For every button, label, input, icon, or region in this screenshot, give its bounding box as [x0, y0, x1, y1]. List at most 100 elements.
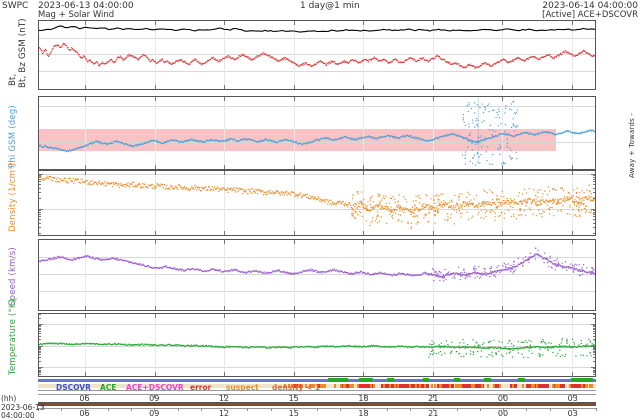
x-axis-minor-tick: [480, 408, 481, 411]
suspect-tick: [351, 384, 353, 388]
x-axis-origin-time: 04:00:00: [1, 411, 35, 420]
x-axis-minor-tick: [317, 408, 318, 411]
log-minor-tick: [593, 325, 595, 326]
x-axis-minor-tick: [503, 408, 504, 411]
legend-item-density-1: density < 1: [272, 383, 320, 392]
x-axis-minor-tick: [271, 408, 272, 411]
log-minor-tick-left: [39, 174, 43, 175]
log-minor-tick: [593, 177, 595, 178]
x-axis-label-top: 21: [428, 394, 438, 403]
suspect-tick: [569, 384, 571, 388]
log-minor-tick: [593, 212, 595, 213]
log-minor-tick: [593, 192, 595, 193]
log-minor-tick: [593, 349, 595, 350]
x-axis-unit: (hh): [1, 394, 16, 403]
log-minor-tick-left: [39, 347, 41, 348]
log-minor-tick-left: [39, 329, 41, 330]
log-minor-tick: [593, 347, 595, 348]
x-axis-band: [38, 402, 596, 406]
log-minor-tick-left: [39, 181, 41, 182]
suspect-tick: [512, 384, 514, 388]
x-axis-minor-tick: [364, 408, 365, 411]
x-axis-minor-tick: [224, 408, 225, 411]
log-minor-tick-left: [39, 325, 41, 326]
log-minor-tick-left: [39, 368, 41, 369]
suspect-tick: [383, 384, 385, 388]
series-scatter: [39, 338, 595, 358]
panel-phi-angle: 31513510: [38, 96, 596, 170]
log-minor-tick-left: [39, 336, 41, 337]
series-canvas: [39, 314, 595, 374]
agency-label: SWPC: [2, 1, 28, 11]
log-minor-tick: [593, 198, 595, 199]
log-minor-tick: [593, 348, 595, 349]
log-minor-tick-left: [39, 192, 41, 193]
suspect-tick: [522, 384, 524, 388]
log-minor-tick: [593, 371, 595, 372]
suspect-tick: [434, 384, 436, 388]
dscovr-source-bar: [38, 379, 596, 382]
ace-source-segment: [484, 378, 491, 382]
log-minor-tick-left: [39, 351, 41, 352]
series-canvas: [39, 171, 595, 233]
axis-label-away-towards: Away + Towards -: [628, 113, 636, 178]
plot-subtitle: Mag + Solar Wind: [38, 10, 114, 20]
x-axis-minor-tick: [596, 408, 597, 411]
x-axis-label-top: 00: [498, 394, 508, 403]
axis-label-speed: Speed (km/s): [8, 247, 18, 306]
suspect-tick: [471, 384, 473, 388]
log-minor-tick-left: [39, 219, 41, 220]
status-label: [Active] ACE+DSCOVR: [542, 10, 638, 20]
series-scatter: [39, 43, 595, 69]
suspect-tick: [373, 384, 375, 388]
panel-density: 101: [38, 170, 596, 236]
time-span-label: 1 day@1 min: [300, 1, 360, 11]
legend-item-ace-dscovr: ACE+DSCOVR: [126, 383, 184, 392]
log-minor-tick-left: [39, 324, 43, 325]
log-minor-tick: [591, 174, 595, 175]
x-axis-minor-tick: [526, 408, 527, 411]
suspect-tick: [397, 384, 399, 388]
x-axis-minor-tick: [201, 408, 202, 411]
suspect-tick: [481, 384, 483, 388]
log-minor-tick: [593, 216, 595, 217]
x-axis-minor-tick: [457, 408, 458, 411]
x-axis-minor-tick: [340, 408, 341, 411]
log-minor-tick-left: [39, 198, 41, 199]
log-minor-tick: [591, 346, 595, 347]
log-minor-tick: [593, 233, 595, 234]
axis-label-density: Density (1/cm³): [8, 163, 18, 232]
ace-source-segment: [359, 378, 373, 382]
log-minor-tick-left: [39, 354, 41, 355]
x-axis-minor-tick: [410, 408, 411, 411]
axis-label-magnetic: Bt, Bz GSM (nT): [18, 18, 28, 88]
suspect-tick: [320, 384, 322, 388]
log-minor-tick: [593, 357, 595, 358]
suspect-tick: [558, 384, 560, 388]
log-minor-tick: [591, 324, 595, 325]
ace-source-segment: [571, 378, 593, 382]
series-canvas: [39, 97, 595, 167]
log-minor-tick: [593, 351, 595, 352]
log-minor-tick-left: [39, 348, 41, 349]
log-minor-tick-left: [39, 179, 41, 180]
axis-label-bz: [8, 75, 18, 78]
ace-source-segment: [454, 378, 461, 382]
x-axis-minor-tick: [108, 408, 109, 411]
log-minor-tick: [593, 181, 595, 182]
log-minor-tick: [593, 175, 595, 176]
log-minor-tick: [593, 331, 595, 332]
legend-item-suspect: suspect: [226, 383, 259, 392]
suspect-tick: [409, 384, 411, 388]
log-minor-tick: [593, 184, 595, 185]
log-minor-tick: [593, 374, 595, 375]
log-minor-tick-left: [39, 361, 41, 362]
x-axis-minor-tick: [85, 408, 86, 411]
suspect-tick: [589, 384, 591, 388]
x-axis-minor-tick: [154, 408, 155, 411]
log-minor-tick: [593, 179, 595, 180]
x-axis-minor-tick: [247, 408, 248, 411]
log-minor-tick: [593, 318, 595, 319]
suspect-tick: [370, 384, 372, 388]
